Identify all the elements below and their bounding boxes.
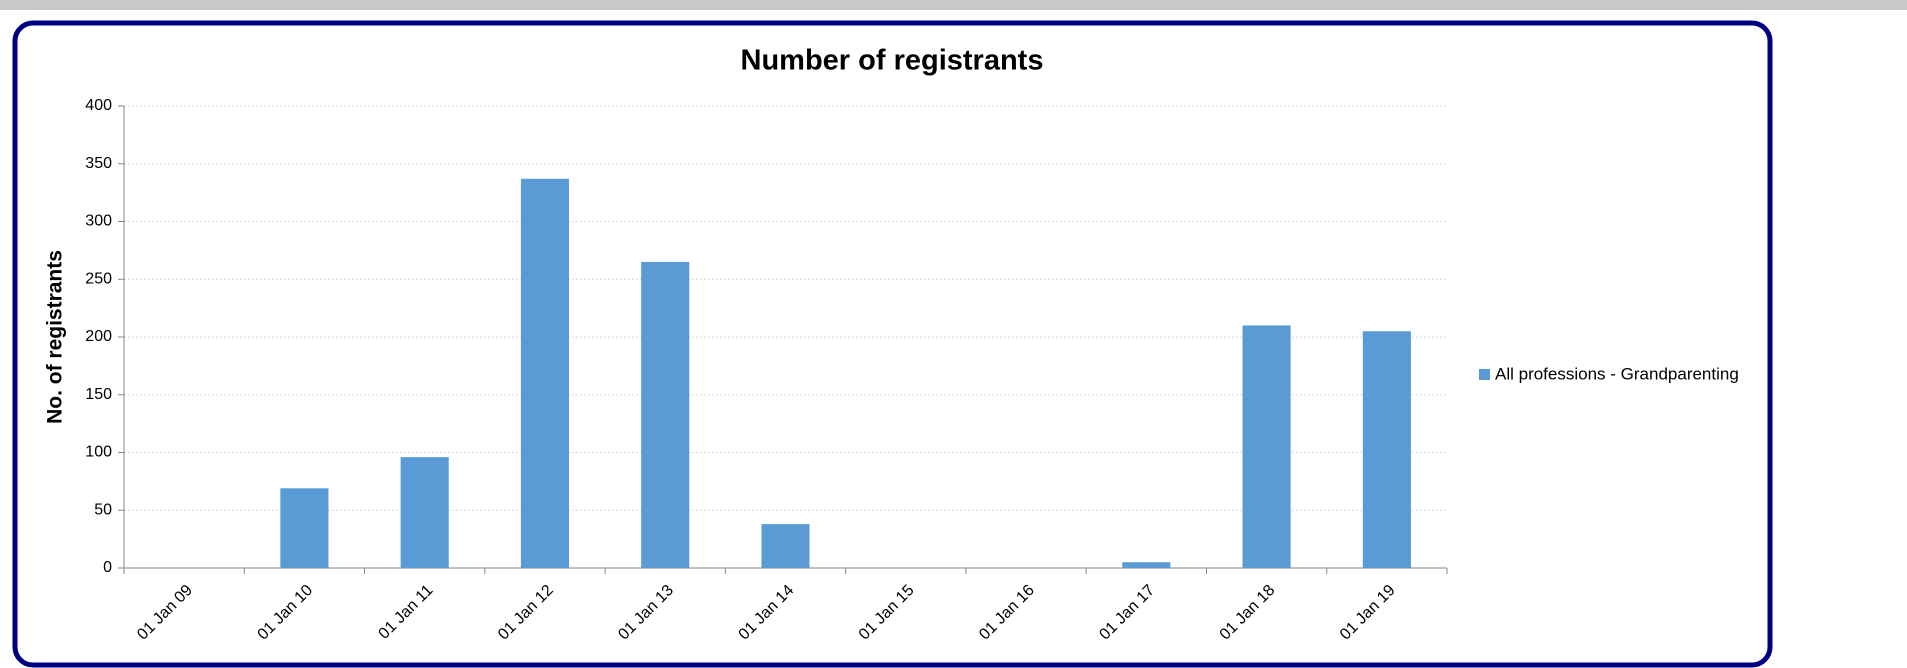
top-bar (0, 0, 1907, 10)
bar (761, 524, 810, 568)
bar (400, 457, 449, 568)
legend-swatch (1479, 369, 1490, 380)
y-axis-label: No. of registrants (44, 250, 67, 424)
y-tick-label: 50 (94, 501, 112, 518)
y-tick-label: 350 (85, 155, 112, 172)
y-tick-label: 100 (85, 444, 112, 461)
bar (1362, 331, 1411, 568)
chart-title: Number of registrants (741, 45, 1044, 77)
legend-label: All professions - Grandparenting (1495, 364, 1739, 383)
bar (520, 178, 570, 568)
y-tick-label: 300 (85, 213, 112, 230)
y-tick-label: 400 (85, 97, 112, 114)
y-tick-label: 0 (103, 559, 112, 576)
bar (1242, 325, 1291, 568)
y-tick-label: 250 (85, 270, 112, 287)
bar (280, 488, 329, 568)
y-tick-label: 200 (85, 328, 112, 345)
bar (641, 261, 690, 568)
bar (1122, 562, 1171, 568)
chart-frame (12, 20, 1773, 668)
y-tick-label: 150 (85, 386, 112, 403)
